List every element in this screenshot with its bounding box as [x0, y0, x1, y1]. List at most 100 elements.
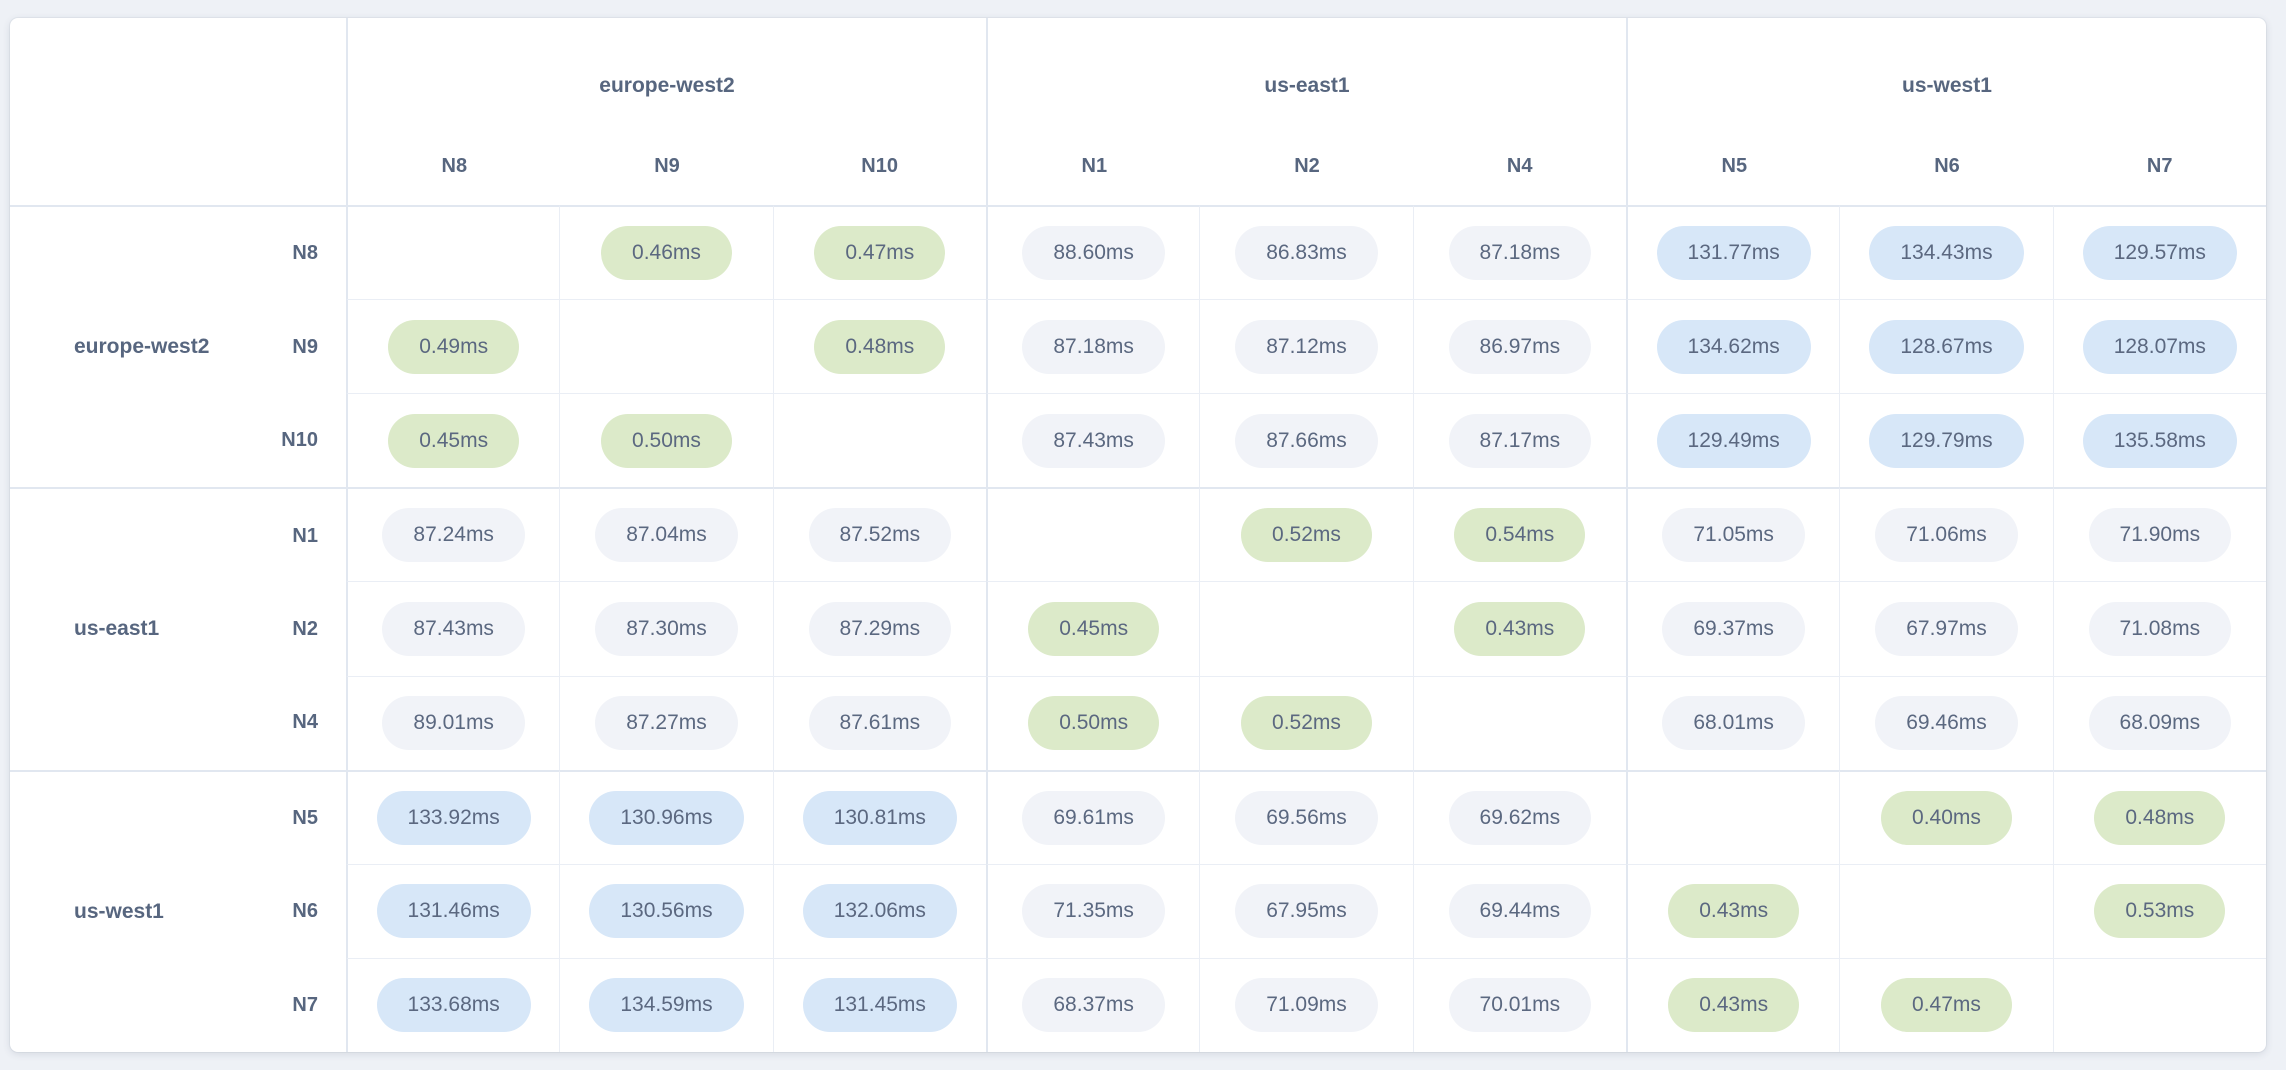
latency-pill: 130.81ms — [802, 790, 957, 845]
latency-cell: 0.46ms — [559, 205, 773, 300]
latency-cell: 129.57ms — [2052, 205, 2266, 300]
latency-cell: 0.52ms — [1199, 675, 1413, 770]
column-node-label: N7 — [2146, 155, 2173, 177]
latency-pill: 134.62ms — [1656, 319, 1811, 374]
latency-cell: 87.61ms — [772, 675, 986, 770]
row-node-label: N4 — [292, 711, 318, 734]
latency-pill: 0.53ms — [2094, 884, 2226, 939]
latency-cell: 87.24ms — [346, 487, 560, 582]
latency-cell — [772, 393, 986, 488]
column-node-labels: N5 N6 N7 — [1628, 155, 2266, 178]
latency-pill: 71.09ms — [1235, 978, 1378, 1033]
latency-cell — [1199, 581, 1413, 676]
latency-pill: 131.46ms — [376, 884, 531, 939]
latency-cell: 71.05ms — [1625, 487, 1840, 582]
latency-pill: 0.45ms — [1028, 601, 1160, 656]
latency-pill: 0.54ms — [1454, 508, 1586, 563]
latency-pill: 0.46ms — [601, 226, 732, 281]
row-group-label: us-west1 N5 N6 N7 — [10, 769, 346, 1052]
row-region-label: us-east1 — [74, 617, 160, 641]
latency-cell: 0.45ms — [985, 581, 1200, 676]
latency-pill: 134.59ms — [589, 978, 744, 1033]
latency-cell: 0.50ms — [985, 675, 1200, 770]
latency-cell — [346, 205, 560, 300]
latency-cell: 67.97ms — [1839, 581, 2053, 676]
latency-pill: 133.68ms — [376, 978, 531, 1033]
latency-pill: 87.43ms — [382, 601, 525, 656]
latency-cell: 87.18ms — [1412, 205, 1626, 300]
row-node-label: N9 — [292, 335, 318, 358]
latency-cell: 128.67ms — [1839, 299, 2053, 394]
latency-pill: 69.44ms — [1448, 884, 1592, 939]
latency-cell: 0.40ms — [1839, 769, 2053, 864]
column-node-label: N6 — [1934, 155, 1960, 177]
row-node-label: N8 — [292, 242, 318, 265]
latency-cell: 129.49ms — [1625, 393, 1840, 488]
latency-cell: 87.43ms — [985, 393, 1200, 488]
latency-cell: 0.53ms — [2052, 863, 2266, 958]
latency-cell: 132.06ms — [772, 863, 986, 958]
column-node-labels: N1 N2 N4 — [988, 155, 1626, 178]
row-node-label: N5 — [292, 806, 318, 829]
latency-pill: 134.43ms — [1869, 226, 2024, 281]
latency-cell: 69.46ms — [1839, 675, 2053, 770]
latency-cell: 0.48ms — [2052, 769, 2266, 864]
latency-pill: 87.61ms — [808, 696, 952, 751]
latency-cell: 0.45ms — [346, 393, 560, 488]
latency-pill: 130.56ms — [589, 884, 744, 939]
latency-pill: 129.49ms — [1656, 413, 1811, 468]
latency-cell: 69.56ms — [1199, 769, 1413, 864]
latency-cell: 69.62ms — [1412, 769, 1626, 864]
latency-cell: 87.52ms — [772, 487, 986, 582]
latency-pill: 87.29ms — [808, 601, 952, 656]
latency-pill: 0.43ms — [1668, 978, 1800, 1033]
latency-pill: 0.50ms — [601, 413, 732, 468]
latency-cell: 71.09ms — [1199, 957, 1413, 1052]
row-node-label: N10 — [281, 429, 318, 452]
latency-cell: 0.43ms — [1412, 581, 1626, 676]
latency-pill: 69.61ms — [1022, 790, 1165, 845]
latency-pill: 87.18ms — [1022, 319, 1165, 374]
latency-pill: 0.43ms — [1454, 601, 1586, 656]
latency-cell — [1412, 675, 1626, 770]
column-node-label: N5 — [1721, 155, 1748, 177]
latency-pill: 86.97ms — [1448, 319, 1592, 374]
latency-cell: 71.35ms — [985, 863, 1200, 958]
column-node-label: N10 — [861, 155, 898, 177]
latency-pill: 0.52ms — [1241, 508, 1372, 563]
latency-cell: 131.45ms — [772, 957, 986, 1052]
latency-pill: 87.12ms — [1235, 319, 1378, 374]
row-node-label: N6 — [292, 900, 318, 923]
latency-pill: 68.09ms — [2088, 696, 2232, 751]
latency-cell: 86.97ms — [1412, 299, 1626, 394]
column-node-labels: N8 N9 N10 — [348, 155, 986, 178]
latency-cell: 70.01ms — [1412, 957, 1626, 1052]
row-node-labels: N1 N2 N4 — [260, 489, 346, 769]
latency-pill: 71.90ms — [2088, 508, 2232, 563]
latency-pill: 87.27ms — [595, 696, 738, 751]
row-node-labels: N8 N9 N10 — [260, 207, 346, 487]
latency-cell: 135.58ms — [2052, 393, 2266, 488]
latency-cell — [2052, 957, 2266, 1052]
latency-cell: 71.90ms — [2052, 487, 2266, 582]
latency-cell: 0.47ms — [772, 205, 986, 300]
latency-cell: 71.06ms — [1839, 487, 2053, 582]
latency-pill: 67.95ms — [1235, 884, 1378, 939]
latency-pill: 131.45ms — [802, 978, 957, 1033]
latency-matrix: europe-west2 N8 N9 N10 us-east1 N1 N2 N4 us-west… — [10, 18, 2266, 1052]
latency-pill: 87.30ms — [595, 601, 738, 656]
latency-pill: 87.17ms — [1448, 413, 1592, 468]
latency-pill: 89.01ms — [382, 696, 525, 751]
latency-cell: 0.49ms — [346, 299, 560, 394]
latency-pill: 131.77ms — [1656, 226, 1811, 281]
latency-cell: 67.95ms — [1199, 863, 1413, 958]
row-node-label: N7 — [292, 993, 318, 1016]
latency-cell: 69.44ms — [1412, 863, 1626, 958]
matrix-corner-cell — [10, 18, 346, 205]
latency-pill: 0.47ms — [814, 226, 946, 281]
latency-cell: 0.48ms — [772, 299, 986, 394]
latency-pill: 88.60ms — [1022, 226, 1165, 281]
latency-cell: 89.01ms — [346, 675, 560, 770]
latency-matrix-card: europe-west2 N8 N9 N10 us-east1 N1 N2 N4 us-west… — [10, 18, 2266, 1052]
latency-pill: 69.62ms — [1448, 790, 1592, 845]
